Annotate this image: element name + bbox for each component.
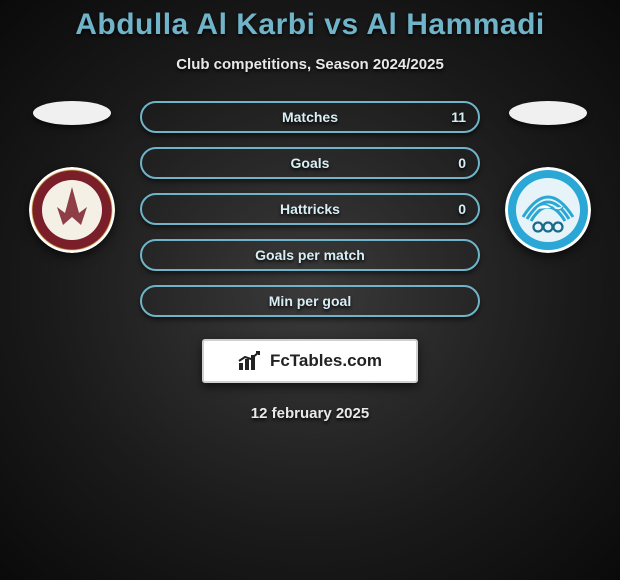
player-left-flag-icon: [33, 101, 111, 125]
stat-row-goals: Goals 0: [140, 147, 480, 179]
player-right-column: [498, 101, 598, 253]
player-right-flag-icon: [509, 101, 587, 125]
stat-right-value: 0: [458, 201, 466, 217]
date-line: 12 february 2025: [0, 405, 620, 422]
chart-icon: [238, 351, 264, 371]
stat-right-value: 0: [458, 155, 466, 171]
stat-label: Hattricks: [280, 201, 340, 217]
brand-box[interactable]: FcTables.com: [202, 339, 418, 383]
stat-right-value: 11: [451, 109, 466, 125]
stat-label: Matches: [282, 109, 338, 125]
stat-label: Goals per match: [255, 247, 365, 263]
stat-row-matches: Matches 11: [140, 101, 480, 133]
stat-row-mpg: Min per goal: [140, 285, 480, 317]
stat-row-hattricks: Hattricks 0: [140, 193, 480, 225]
subtitle: Club competitions, Season 2024/2025: [0, 56, 620, 73]
stat-label: Goals: [291, 155, 330, 171]
stat-label: Min per goal: [269, 293, 351, 309]
club-badge-right-icon: [505, 167, 591, 253]
club-badge-left-icon: [29, 167, 115, 253]
page-title: Abdulla Al Karbi vs Al Hammadi: [0, 0, 620, 42]
brand-label: FcTables.com: [270, 351, 382, 371]
stat-row-gpm: Goals per match: [140, 239, 480, 271]
comparison-row: Matches 11 Goals 0 Hattricks 0 Goals per…: [0, 101, 620, 317]
player-right-club-badge: [505, 167, 591, 253]
player-left-club-badge: [29, 167, 115, 253]
stats-column: Matches 11 Goals 0 Hattricks 0 Goals per…: [140, 101, 480, 317]
player-left-column: [22, 101, 122, 253]
